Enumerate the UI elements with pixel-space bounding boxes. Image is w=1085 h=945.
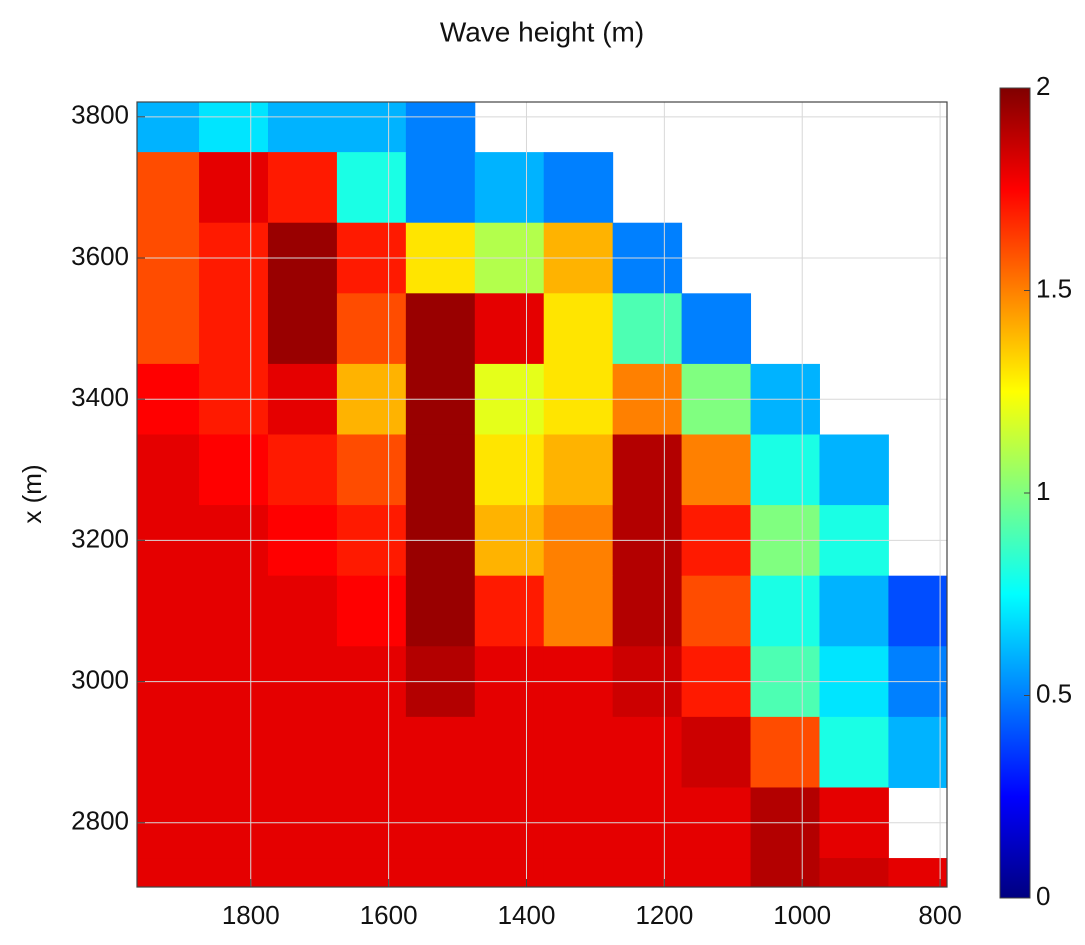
- heatmap-cell: [543, 434, 614, 506]
- heatmap-cell: [137, 152, 200, 224]
- x-tick-label: 1200: [635, 900, 693, 930]
- heatmap-cell: [137, 293, 200, 365]
- heatmap-cell: [199, 293, 269, 365]
- heatmap-cell: [267, 858, 338, 887]
- heatmap: [137, 102, 947, 887]
- heatmap-cell: [474, 716, 545, 788]
- heatmap-cell: [681, 293, 752, 365]
- y-tick-label: 3000: [71, 664, 129, 694]
- heatmap-cell: [543, 152, 614, 224]
- heatmap-cell: [199, 858, 269, 887]
- heatmap-cell: [267, 102, 338, 153]
- x-tick-label: 1800: [222, 900, 280, 930]
- heatmap-cell: [267, 716, 338, 788]
- heatmap-cell: [819, 716, 889, 788]
- heatmap-cell: [199, 102, 269, 153]
- heatmap-cell: [336, 152, 407, 224]
- heatmap-cell: [681, 716, 752, 788]
- heatmap-cell: [336, 575, 407, 647]
- heatmap-cell: [819, 858, 889, 887]
- heatmap-cell: [199, 575, 269, 647]
- heatmap-cell: [750, 575, 820, 647]
- heatmap-cell: [405, 858, 476, 887]
- colorbar-tick-label: 1.5: [1036, 273, 1072, 303]
- grid: [137, 102, 947, 887]
- heatmap-cell: [474, 152, 545, 224]
- heatmap-cell: [267, 152, 338, 224]
- colorbar-tick-label: 0.5: [1036, 678, 1072, 708]
- heatmap-cell: [750, 858, 820, 887]
- heatmap-cell: [681, 434, 752, 506]
- heatmap-cell: [819, 434, 889, 506]
- y-tick-label: 2800: [71, 806, 129, 836]
- heatmap-cell: [137, 716, 200, 788]
- heatmap-cell: [612, 858, 683, 887]
- heatmap-cell: [336, 716, 407, 788]
- heatmap-cell: [612, 716, 683, 788]
- heatmap-cell: [405, 716, 476, 788]
- heatmap-cell: [267, 434, 338, 506]
- heatmap-cell: [474, 858, 545, 887]
- heatmap-cell: [336, 293, 407, 365]
- y-axis-label: x (m): [17, 464, 47, 523]
- plot-frame: [136, 101, 948, 888]
- heatmap-cell: [750, 434, 820, 506]
- heatmap-cell: [474, 434, 545, 506]
- heatmap-cell: [199, 716, 269, 788]
- heatmap-cell: [137, 858, 200, 887]
- heatmap-cell: [137, 434, 200, 506]
- colorbar-tick-label: 1: [1036, 476, 1050, 506]
- y-tick-label: 3800: [71, 100, 129, 130]
- colorbar-tick-label: 2: [1036, 71, 1050, 101]
- heatmap-cell: [612, 434, 683, 506]
- heatmap-cell: [681, 858, 752, 887]
- heatmap-cell: [888, 575, 947, 647]
- x-tick-label: 1600: [360, 900, 418, 930]
- heatmap-cell: [267, 293, 338, 365]
- x-tick-label: 800: [918, 900, 961, 930]
- heatmap-cell: [888, 858, 947, 887]
- heatmap-cell: [474, 293, 545, 365]
- heatmap-cell: [543, 716, 614, 788]
- heatmap-cell: [543, 858, 614, 887]
- chart-title: Wave height (m): [440, 16, 644, 47]
- heatmap-cell: [888, 716, 947, 788]
- y-tick-label: 3200: [71, 523, 129, 553]
- x-tick-label: 1000: [773, 900, 831, 930]
- heatmap-cell: [681, 575, 752, 647]
- y-tick-label: 3400: [71, 382, 129, 412]
- x-tick-label: 1400: [498, 900, 556, 930]
- heatmap-cell: [336, 434, 407, 506]
- heatmap-cell: [336, 858, 407, 887]
- y-tick-label: 3600: [71, 241, 129, 271]
- heatmap-cell: [199, 152, 269, 224]
- heatmap-cell: [750, 716, 820, 788]
- heatmap-cell: [199, 434, 269, 506]
- heatmap-cell: [543, 293, 614, 365]
- colorbar: 0 0.5 1 1.5 2: [999, 71, 1072, 911]
- heatmap-cell: [137, 102, 200, 153]
- heatmap-cell: [474, 575, 545, 647]
- heatmap-cell: [267, 575, 338, 647]
- heatmap-cell: [543, 575, 614, 647]
- heatmap-cell: [405, 434, 476, 506]
- colorbar-tick-label: 0: [1036, 881, 1050, 911]
- heatmap-cell: [612, 575, 683, 647]
- heatmap-cell: [819, 575, 889, 647]
- heatmap-cell: [405, 293, 476, 365]
- heatmap-cell: [137, 575, 200, 647]
- heatmap-cell: [405, 575, 476, 647]
- heatmap-cell: [405, 102, 476, 153]
- heatmap-cell: [405, 152, 476, 224]
- heatmap-cell: [336, 102, 407, 153]
- heatmap-cell: [612, 293, 683, 365]
